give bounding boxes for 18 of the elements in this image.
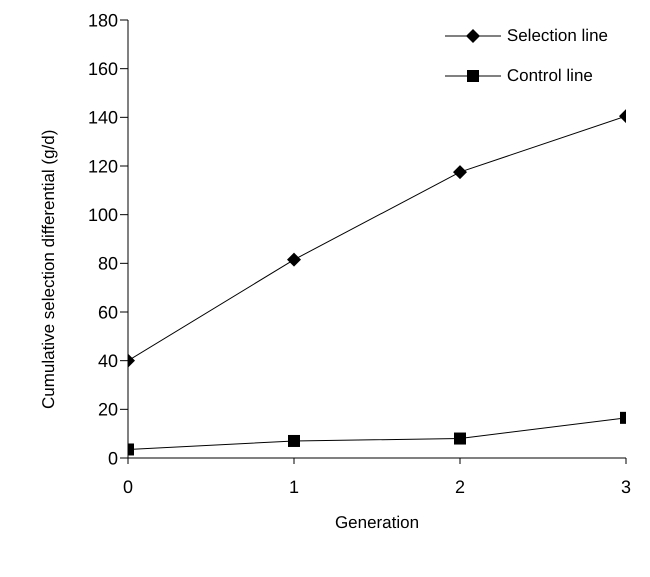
y-tick-label: 20 bbox=[98, 400, 118, 420]
x-tick-label: 2 bbox=[454, 476, 466, 497]
x-axis-title: Generation bbox=[334, 513, 420, 532]
legend-label: Control line bbox=[506, 66, 593, 86]
y-tick-label: 0 bbox=[108, 448, 118, 468]
y-tick-label: 140 bbox=[88, 108, 118, 128]
y-tick-label: 80 bbox=[98, 254, 118, 274]
y-tick-label: 180 bbox=[88, 10, 118, 30]
y-tick-label: 120 bbox=[88, 156, 118, 176]
y-tick-label: 160 bbox=[88, 59, 118, 80]
x-tick-label: 1 bbox=[288, 476, 300, 497]
legend-label: Selection line bbox=[506, 26, 608, 46]
x-tick-label: 3 bbox=[620, 476, 632, 497]
x-tick-label: 0 bbox=[122, 476, 134, 497]
y-tick-label: 60 bbox=[98, 302, 118, 322]
y-tick-label: 100 bbox=[88, 205, 118, 226]
y-tick-label: 40 bbox=[98, 351, 118, 372]
y-axis-title: Cumulative selection differential (g/d) bbox=[39, 130, 58, 409]
